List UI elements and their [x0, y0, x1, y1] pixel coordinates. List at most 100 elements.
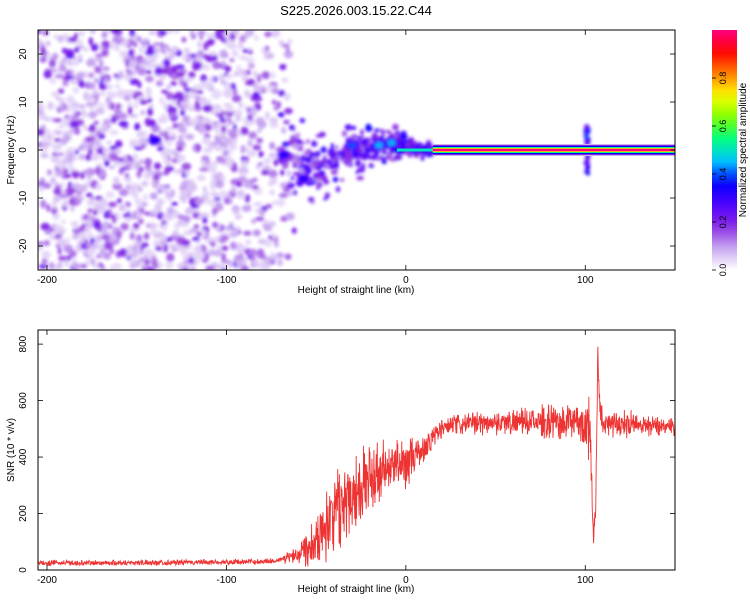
heatmap-cell	[129, 263, 139, 268]
colorbar-tick-label: 0.8	[718, 72, 728, 85]
heatmap-cell	[190, 203, 197, 209]
heatmap-cell	[166, 252, 175, 262]
heatmap-cell	[86, 199, 94, 207]
heatmap-cell	[220, 125, 227, 133]
heatmap-cell	[245, 30, 255, 37]
heatmap-cell	[48, 58, 56, 68]
heatmap-cell	[221, 245, 229, 251]
heatmap-cell	[279, 182, 288, 189]
heatmap-cell	[51, 142, 60, 152]
heatmap-cell	[341, 130, 348, 137]
heatmap-cell	[220, 235, 230, 241]
heatmap-cell	[240, 169, 247, 175]
heatmap-cell	[414, 153, 420, 158]
heatmap-cell	[98, 102, 105, 108]
heatmap-cell	[305, 139, 310, 144]
heatmap-cell	[149, 222, 158, 230]
heatmap-cell	[278, 39, 284, 46]
heatmap-cell	[99, 71, 107, 76]
heatmap-cell	[81, 144, 92, 151]
heatmap-cell	[90, 43, 99, 52]
heatmap-cell	[221, 252, 226, 261]
heatmap-cell	[346, 155, 350, 162]
heatmap-cell	[183, 77, 194, 83]
heatmap-cell	[136, 246, 142, 256]
heatmap-cell	[238, 102, 244, 108]
heatmap-cell	[65, 95, 76, 105]
heatmap-cell	[88, 72, 95, 79]
heatmap-cell	[129, 78, 139, 86]
heatmap-cell	[247, 62, 255, 70]
snr-y-tick-label: 0	[18, 567, 29, 573]
heatmap-cell	[215, 30, 226, 34]
heatmap-cell	[240, 265, 250, 270]
heatmap-cell	[145, 94, 153, 99]
heatmap-cell	[292, 189, 297, 196]
heatmap-cell	[202, 216, 208, 224]
heatmap-cell	[311, 140, 317, 148]
heatmap-cell	[40, 141, 51, 148]
heatmap-cell	[198, 167, 209, 172]
heatmap-cell	[253, 201, 263, 207]
heatmap-cell	[47, 70, 52, 79]
heatmap-cell	[147, 168, 154, 177]
heatmap-cell	[95, 253, 103, 259]
heatmap-cell	[243, 91, 252, 98]
heatmap-cell	[53, 187, 62, 196]
heatmap-cell	[165, 261, 174, 270]
heatmap-cell	[205, 98, 212, 107]
heatmap-cell	[269, 117, 278, 125]
heatmap-cell	[213, 92, 220, 100]
heatmap-cell	[163, 46, 169, 52]
heatmap-cell	[143, 232, 150, 240]
heatmap-cell	[281, 141, 290, 148]
heatmap-cell	[584, 137, 589, 143]
heatmap-cell	[153, 162, 162, 170]
heatmap-cell	[38, 246, 43, 251]
heatmap-cell	[149, 192, 158, 200]
heatmap-cell	[56, 130, 63, 136]
heatmap-cell	[55, 168, 64, 176]
heatmap-cell	[172, 123, 178, 129]
heatmap-cell	[219, 49, 228, 59]
heatmap-cell	[50, 234, 55, 241]
heatmap-cell	[337, 155, 342, 160]
heatmap-cell	[245, 69, 252, 76]
heatmap-cell	[94, 66, 103, 74]
heatmap-cell	[77, 30, 86, 36]
heatmap-cell	[160, 67, 170, 75]
heatmap-cell	[99, 45, 105, 51]
heatmap-cell	[40, 153, 50, 159]
heatmap-cell	[38, 112, 47, 121]
heatmap-cell	[211, 207, 218, 216]
heatmap-cell	[138, 45, 146, 54]
heatmap-cell	[58, 193, 69, 199]
heatmap-cell	[62, 199, 70, 208]
heatmap-cell	[339, 178, 345, 182]
heatmap-cell	[365, 123, 371, 129]
heatmap-cell	[194, 95, 201, 101]
spectrogram-x-tick-label: -200	[37, 275, 57, 286]
heatmap-cell	[114, 231, 124, 236]
heatmap-cell	[171, 74, 179, 80]
heatmap-cell	[277, 112, 285, 118]
heatmap-cell	[128, 228, 139, 233]
heatmap-cell	[202, 190, 210, 198]
heatmap-cell	[203, 147, 213, 154]
heatmap-cell	[116, 198, 123, 204]
heatmap-cell	[285, 212, 295, 221]
heatmap-cell	[401, 135, 409, 140]
heatmap-cell	[306, 156, 312, 162]
heatmap-cell	[176, 263, 185, 268]
heatmap-cell	[127, 106, 133, 116]
heatmap-cell	[99, 248, 106, 255]
heatmap-cell	[147, 98, 153, 103]
heatmap-cell	[245, 78, 256, 86]
heatmap-cell	[395, 130, 400, 136]
heatmap-cell	[72, 112, 79, 120]
snr-y-tick-label: 600	[18, 392, 29, 409]
heatmap-cell	[230, 241, 237, 250]
heatmap-cell	[95, 56, 103, 62]
heatmap-cell	[73, 223, 78, 231]
heatmap-cell	[220, 144, 227, 154]
